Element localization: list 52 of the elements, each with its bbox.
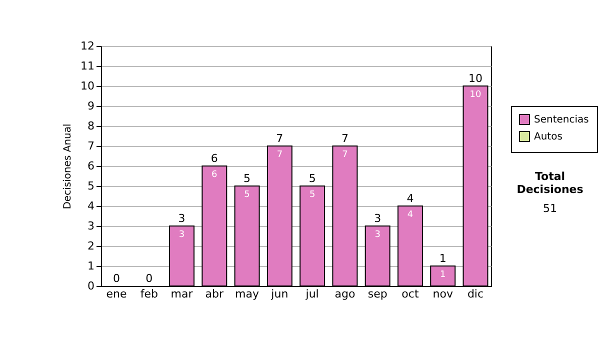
total-label: 7 <box>276 132 284 145</box>
data-label: 5 <box>244 190 250 200</box>
x-tick-label: ene <box>106 288 127 300</box>
data-label: 1 <box>440 270 446 280</box>
y-axis-title: Decisiones Anual <box>62 124 74 210</box>
total-label: 5 <box>244 172 251 185</box>
x-tick-label: jul <box>304 288 319 300</box>
total-label: 3 <box>178 212 186 225</box>
total-label: 0 <box>146 272 153 285</box>
legend-label: Sentencias <box>534 114 589 126</box>
text: Total Decisiones <box>516 170 584 196</box>
y-tick-label: 9 <box>88 100 94 112</box>
y-tick-label: 8 <box>88 120 94 132</box>
total-label: 5 <box>308 172 316 185</box>
x-tick-label: abr <box>205 288 224 300</box>
y-tick-label: 7 <box>88 140 94 152</box>
y-tick-label: 4 <box>88 200 94 212</box>
y-tick-label: 3 <box>88 220 94 232</box>
y-tick-label: 0 <box>88 280 94 292</box>
total-label: 1 <box>439 252 446 265</box>
x-tick-label: sep <box>368 288 388 300</box>
data-label: 3 <box>178 230 185 240</box>
y-tick-label: 5 <box>88 180 94 192</box>
y-tick-label: 6 <box>88 160 94 172</box>
x-tick-label: oct <box>402 288 420 300</box>
x-tick-label: feb <box>140 288 158 300</box>
data-label: 10 <box>470 90 482 100</box>
total-label: 10 <box>468 72 482 85</box>
x-tick-label: ago <box>334 288 356 300</box>
y-tick-label: 2 <box>88 240 94 252</box>
total-label: 7 <box>341 132 348 145</box>
y-tick-label: 12 <box>80 40 94 52</box>
data-label: 4 <box>407 210 414 220</box>
y-tick-label: 10 <box>80 80 94 92</box>
x-tick-label: jun <box>270 288 288 300</box>
text: 51 <box>542 202 558 215</box>
total-label: 3 <box>374 212 382 225</box>
x-tick-label: dic <box>467 288 484 300</box>
total-label: 4 <box>406 192 414 205</box>
x-tick-label: may <box>235 288 260 300</box>
total-label: 6 <box>210 152 218 165</box>
data-label: 5 <box>309 190 316 200</box>
x-tick-label: nov <box>432 288 454 300</box>
data-label: 7 <box>276 150 283 160</box>
y-tick-label: 1 <box>88 260 94 272</box>
data-label: 3 <box>374 230 380 240</box>
legend-label: Autos <box>534 132 562 142</box>
x-tick-label: mar <box>170 288 194 300</box>
y-tick-label: 11 <box>80 60 94 72</box>
data-label: 7 <box>342 150 348 160</box>
total-label: 0 <box>113 272 120 285</box>
data-label: 6 <box>212 170 218 180</box>
